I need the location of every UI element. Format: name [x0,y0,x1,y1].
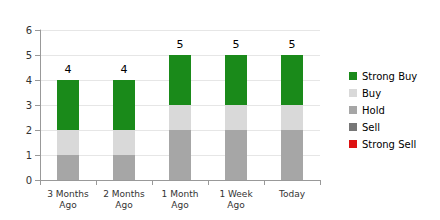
svg-text:5: 5 [233,38,240,51]
svg-text:Ago: Ago [115,200,133,210]
svg-text:6: 6 [26,25,32,36]
svg-text:2 Months: 2 Months [103,189,145,199]
svg-text:Buy: Buy [362,88,381,99]
svg-text:Strong Sell: Strong Sell [362,139,416,150]
svg-text:Sell: Sell [362,122,380,133]
svg-text:3 Months: 3 Months [47,189,89,199]
svg-text:5: 5 [26,50,32,61]
svg-text:4: 4 [26,75,32,86]
svg-text:Ago: Ago [227,200,245,210]
svg-text:5: 5 [289,38,296,51]
svg-text:2: 2 [26,125,32,136]
svg-text:Today: Today [278,189,306,199]
svg-text:3: 3 [26,100,32,111]
svg-text:4: 4 [121,63,128,76]
svg-text:Ago: Ago [59,200,77,210]
svg-text:1 Month: 1 Month [162,189,199,199]
svg-text:1: 1 [26,150,32,161]
svg-text:Ago: Ago [171,200,189,210]
svg-text:1 Week: 1 Week [219,189,253,199]
svg-text:Strong Buy: Strong Buy [362,71,417,82]
svg-text:5: 5 [177,38,184,51]
svg-text:Hold: Hold [362,105,385,116]
svg-text:0: 0 [26,175,32,186]
svg-text:4: 4 [65,63,72,76]
